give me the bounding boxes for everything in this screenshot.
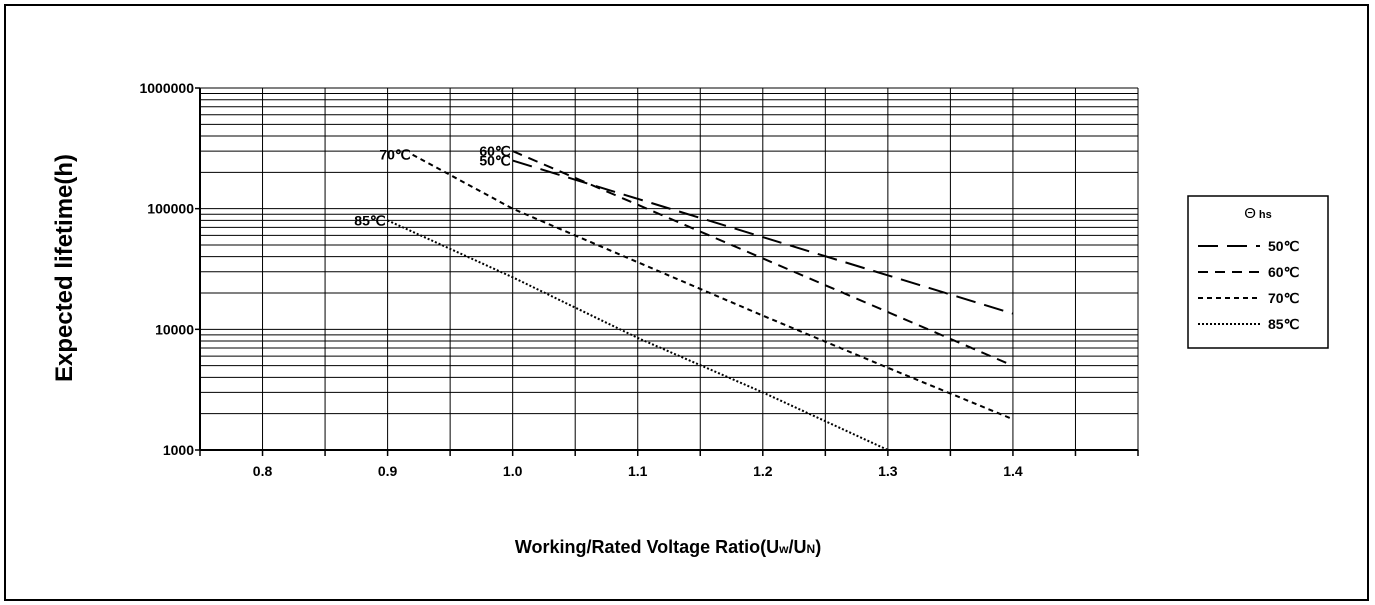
legend-label: 60℃ <box>1268 264 1300 280</box>
y-tick-label: 1000 <box>163 442 194 458</box>
x-axis-title: Working/Rated Voltage Ratio(Uw/UN) <box>515 537 821 557</box>
y-tick-label: 100000 <box>147 201 194 217</box>
legend-items: 50℃ 60℃ 70℃ 85℃ <box>1198 238 1300 332</box>
series-line-1 <box>512 150 1014 367</box>
y-tick-label: 1000000 <box>139 80 194 96</box>
chart-frame <box>4 4 1369 601</box>
x-tick-labels: 0.8 0.9 1.0 1.1 1.2 1.3 1.4 <box>253 463 1023 479</box>
series-line-2 <box>412 153 1014 421</box>
y-tick-labels: 1000 10000 100000 1000000 <box>139 80 194 458</box>
y-axis-title: Expected lifetime(h) <box>51 154 78 382</box>
curve-label: 85℃ <box>354 212 386 228</box>
curve-labels: 50℃60℃ 70℃ 85℃ <box>354 143 511 228</box>
legend-label: 85℃ <box>1268 316 1300 332</box>
x-tick-label: 0.8 <box>253 463 273 479</box>
x-tick-label: 1.2 <box>753 463 773 479</box>
axes <box>195 87 1139 456</box>
curve-label: 60℃ <box>479 143 511 159</box>
curve-label: 70℃ <box>379 147 411 163</box>
x-tick-label: 0.9 <box>378 463 398 479</box>
series-lines <box>387 150 1014 451</box>
x-tick-label: 1.3 <box>878 463 898 479</box>
x-tick-label: 1.0 <box>503 463 523 479</box>
curve-label: 50℃ <box>479 153 511 169</box>
x-tick-label: 1.4 <box>1003 463 1023 479</box>
y-tick-label: 10000 <box>155 321 194 337</box>
x-tick-label: 1.1 <box>628 463 648 479</box>
grid <box>200 87 1138 451</box>
legend-label: 50℃ <box>1268 238 1300 254</box>
legend-label: 70℃ <box>1268 290 1300 306</box>
series-line-3 <box>387 219 889 451</box>
